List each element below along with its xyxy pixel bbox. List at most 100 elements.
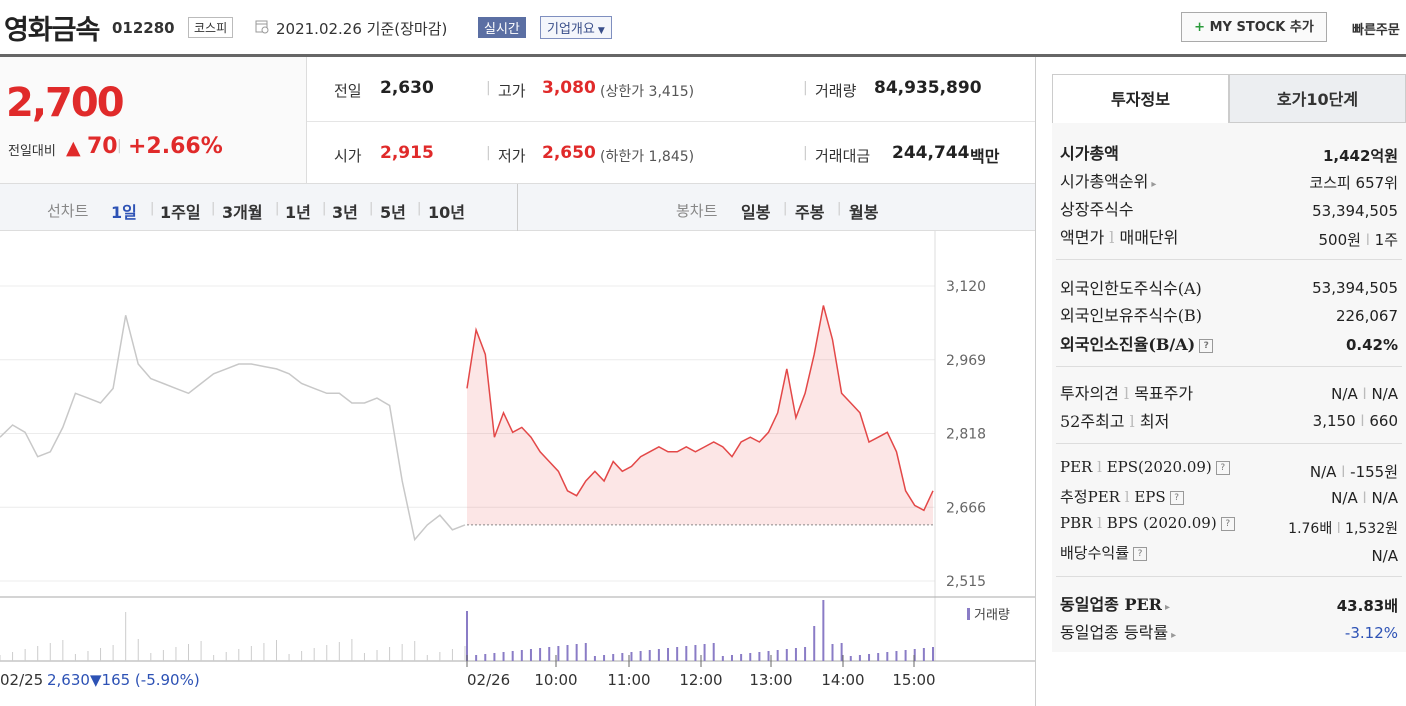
foreign-limit-label: 외국인한도주식수(A)	[1060, 279, 1202, 298]
tab-monthly-candle[interactable]: 월봉	[849, 203, 879, 222]
par-value: 500원	[1318, 231, 1361, 249]
sector-rate-value: -3.12%	[1344, 624, 1398, 642]
x-tick-label: 14:00	[821, 671, 864, 689]
dividend-row: 배당수익률?	[1060, 542, 1148, 563]
sector-rate-link[interactable]: 동일업종 등락률 ▸	[1060, 619, 1176, 643]
tab-quote-10[interactable]: 호가10단계	[1229, 74, 1406, 123]
tab-1week[interactable]: 1주일	[160, 203, 201, 222]
low-value: 2,650	[542, 143, 596, 163]
stock-name: 영화금속	[4, 15, 100, 46]
dividend-value: N/A	[1371, 547, 1398, 565]
tab-1day[interactable]: 1일	[111, 203, 137, 222]
chevron-right-icon: ▸	[1171, 630, 1177, 641]
eps-label: EPS(2020.09)	[1106, 458, 1212, 476]
help-icon[interactable]: ?	[1199, 338, 1214, 353]
est-per-eps-value: N/A l N/A	[1331, 489, 1398, 507]
quick-order-link[interactable]: 빠른주문	[1352, 23, 1400, 38]
est-per-eps-label: 추정PER l EPS?	[1060, 486, 1184, 507]
est-per-value: N/A	[1331, 489, 1358, 507]
company-overview-dropdown[interactable]: 기업개요 ▼	[540, 16, 612, 39]
opinion-label: 투자의견	[1060, 384, 1119, 403]
per-eps-value: N/A l -155원	[1309, 463, 1398, 481]
tab-3month[interactable]: 3개월	[222, 203, 263, 222]
par-trade-unit-label: 액면가 l 매매단위	[1060, 228, 1179, 247]
listed-shares-value: 53,394,505	[1312, 202, 1398, 220]
tab-1year[interactable]: 1년	[285, 203, 311, 222]
panel-divider	[1056, 443, 1402, 444]
prev-day-label: 02/25	[0, 671, 43, 689]
prev-close-value: 2,630	[380, 78, 434, 98]
company-overview-label: 기업개요	[547, 22, 595, 37]
panel-divider	[1056, 366, 1402, 367]
invest-info-panel	[1052, 123, 1406, 652]
separator: |	[117, 138, 122, 154]
amount-unit: 백만	[970, 147, 1000, 166]
tab-10year[interactable]: 10년	[428, 203, 465, 222]
date-text: 2021.02.26 기준(장마감)	[276, 20, 448, 38]
x-tick-label: 10:00	[534, 671, 577, 689]
trade-unit-value: 1주	[1374, 231, 1398, 249]
realtime-button[interactable]: 실시간	[478, 17, 526, 38]
tabs-divider	[517, 184, 518, 231]
panel-divider	[1056, 576, 1402, 577]
stock-code: 012280	[112, 19, 175, 37]
price-chart[interactable]: 3,120 2,969 2,818 2,666 2,515 거래량 02/26 10:00 11…	[0, 231, 1035, 706]
sector-rate-label: 동일업종 등락률	[1060, 623, 1169, 642]
target-label: 목표주가	[1134, 384, 1194, 403]
add-mystock-button[interactable]: + MY STOCK 추가	[1181, 12, 1327, 42]
panel-divider	[1035, 57, 1036, 706]
up-triangle-icon: ▲	[66, 137, 81, 159]
help-icon[interactable]: ?	[1220, 517, 1235, 531]
tab-daily-candle[interactable]: 일봉	[741, 203, 771, 222]
candle-chart-label: 봉차트	[676, 202, 718, 220]
market-cap-label: 시가총액	[1060, 144, 1119, 163]
tab-5year[interactable]: 5년	[380, 203, 406, 222]
tab-weekly-candle[interactable]: 주봉	[795, 203, 825, 222]
help-icon[interactable]: ?	[1133, 547, 1148, 561]
prev-day-close: 2,630	[47, 671, 90, 689]
help-icon[interactable]: ?	[1169, 491, 1184, 505]
stats-divider	[307, 121, 1035, 122]
tab-invest-info[interactable]: 투자정보	[1052, 74, 1229, 123]
separator: |	[837, 201, 842, 216]
help-icon[interactable]: ?	[1215, 461, 1230, 475]
w52-high-value: 3,150	[1312, 412, 1356, 430]
est-eps-value: N/A	[1371, 489, 1398, 507]
high-value: 3,080	[542, 78, 596, 98]
separator: |	[783, 201, 788, 216]
amount-value: 244,744	[892, 143, 970, 163]
separator: |	[803, 145, 808, 161]
per-eps-label: PER l EPS(2020.09)?	[1060, 458, 1230, 476]
sector-per-link[interactable]: 동일업종 PER ▸	[1060, 591, 1170, 615]
est-eps-label: EPS	[1134, 488, 1166, 506]
w52-label: 52주최고 l 최저	[1060, 412, 1170, 431]
x-tick-label: 13:00	[749, 671, 792, 689]
market-cap-rank-link[interactable]: 시가총액순위 ▸	[1060, 168, 1156, 192]
est-per-label: 추정PER	[1060, 488, 1120, 506]
series-line-today	[466, 305, 934, 512]
w52-low-label: 최저	[1139, 412, 1170, 431]
pbr-bps-value: 1.76배 l 1,532원	[1288, 521, 1398, 537]
volume-value: 84,935,890	[874, 78, 982, 98]
calendar-icon	[255, 20, 269, 34]
foreign-hold-label: 외국인보유주식수(B)	[1060, 306, 1203, 325]
separator: |	[150, 201, 155, 216]
separator: |	[275, 201, 280, 216]
high-label: 고가	[498, 82, 526, 100]
panel-divider	[1056, 259, 1402, 260]
volume-legend-label: 거래량	[974, 608, 1010, 623]
current-price: 2,700	[6, 80, 125, 126]
prev-compare-label: 전일대비	[8, 144, 56, 159]
tab-3year[interactable]: 3년	[332, 203, 358, 222]
separator: |	[211, 201, 216, 216]
foreign-rate-value: 0.42%	[1345, 336, 1398, 354]
chevron-down-icon: ▼	[597, 26, 605, 36]
x-tick-label: 11:00	[607, 671, 650, 689]
y-tick-label: 2,818	[946, 427, 986, 443]
market-cap-value: 1,442억원	[1322, 147, 1398, 165]
x-tick-label: 15:00	[892, 671, 935, 689]
foreign-limit-value: 53,394,505	[1312, 279, 1398, 297]
separator: |	[486, 80, 491, 96]
price-box	[0, 57, 307, 184]
market-cap-rank-label: 시가총액순위	[1060, 172, 1149, 191]
